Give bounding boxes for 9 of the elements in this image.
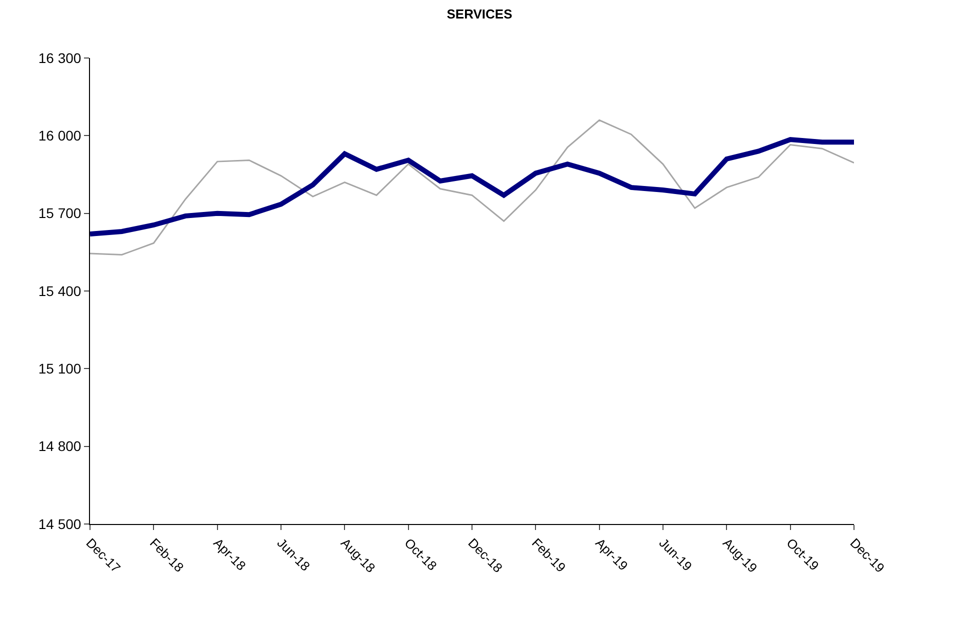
y-tick-label: 15 100 [38, 360, 82, 377]
y-tick-label: 14 500 [38, 516, 82, 532]
line-series [90, 119, 854, 256]
y-tick-label: 16 300 [38, 50, 82, 66]
y-tick-label: 14 800 [38, 438, 82, 454]
y-tick-label: 16 000 [38, 128, 82, 144]
y-tick-label: 15 700 [38, 205, 82, 222]
y-tick-label: 15 400 [38, 282, 82, 299]
chart-title: SERVICES [446, 6, 513, 22]
